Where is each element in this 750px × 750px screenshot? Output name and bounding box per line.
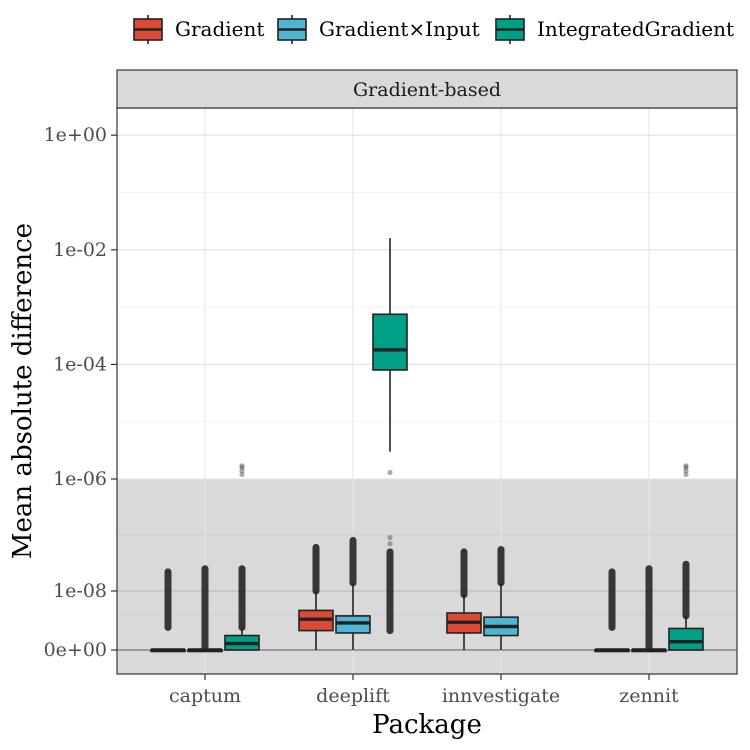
box-deeplift-gradient — [298, 543, 334, 650]
y-tick-label: 1e-02 — [53, 239, 107, 261]
facet-strip — [116, 69, 738, 109]
outlier-point — [387, 541, 393, 547]
box-deeplift-gradientinput — [335, 536, 371, 650]
x-axis: captum deeplift innvestigate zennit — [169, 674, 679, 707]
x-axis-title: Package — [372, 710, 482, 740]
y-tick-label: 1e-06 — [53, 468, 107, 490]
boxes — [150, 238, 704, 653]
outlier-point — [239, 471, 245, 478]
y-axis-title: Mean absolute difference — [8, 223, 38, 559]
legend-label: Gradient — [175, 17, 264, 41]
y-tick-label: 1e-04 — [53, 353, 107, 375]
y-tick-label: 1e-08 — [53, 580, 107, 602]
box-innvestigate-gradient — [446, 548, 482, 650]
box-innvestigate-gradientinput — [483, 546, 519, 650]
box-iqr — [668, 627, 704, 651]
box-captum-integratedgradient — [224, 463, 260, 651]
outlier-point — [683, 471, 689, 478]
outlier-point — [239, 463, 245, 469]
y-tick-label: 0e+00 — [44, 639, 107, 661]
legend-label: IntegratedGradient — [537, 17, 734, 41]
x-tick-label: captum — [169, 685, 241, 707]
y-axis: 0e+00 1e-08 1e-06 1e-04 1e-02 1e+00 — [44, 124, 117, 661]
y-tick-label: 1e+00 — [44, 124, 107, 146]
box-captum-gradient — [150, 568, 186, 653]
legend-item: IntegratedGradient — [495, 15, 734, 44]
box-deeplift-integratedgradient — [372, 238, 408, 635]
x-tick-label: deeplift — [316, 685, 390, 707]
legend-label: Gradient×Input — [319, 17, 480, 41]
legend-item: Gradient×Input — [277, 15, 480, 44]
box-zennit-integratedgradient — [668, 463, 704, 651]
box-zennit-gradient — [594, 568, 630, 653]
shaded-region — [117, 479, 737, 674]
x-tick-label: innvestigate — [442, 685, 560, 707]
outlier-point — [683, 463, 689, 469]
legend: Gradient Gradient×Input IntegratedGradient — [133, 15, 734, 44]
box-captum-gradientinput — [187, 565, 223, 653]
outlier-point — [387, 469, 393, 476]
legend-item: Gradient — [133, 15, 264, 44]
outlier-point — [387, 534, 393, 541]
x-tick-label: zennit — [619, 685, 679, 707]
box-iqr — [372, 313, 408, 371]
box-zennit-gradientinput — [631, 565, 667, 653]
facet-title: Gradient-based — [353, 79, 501, 101]
